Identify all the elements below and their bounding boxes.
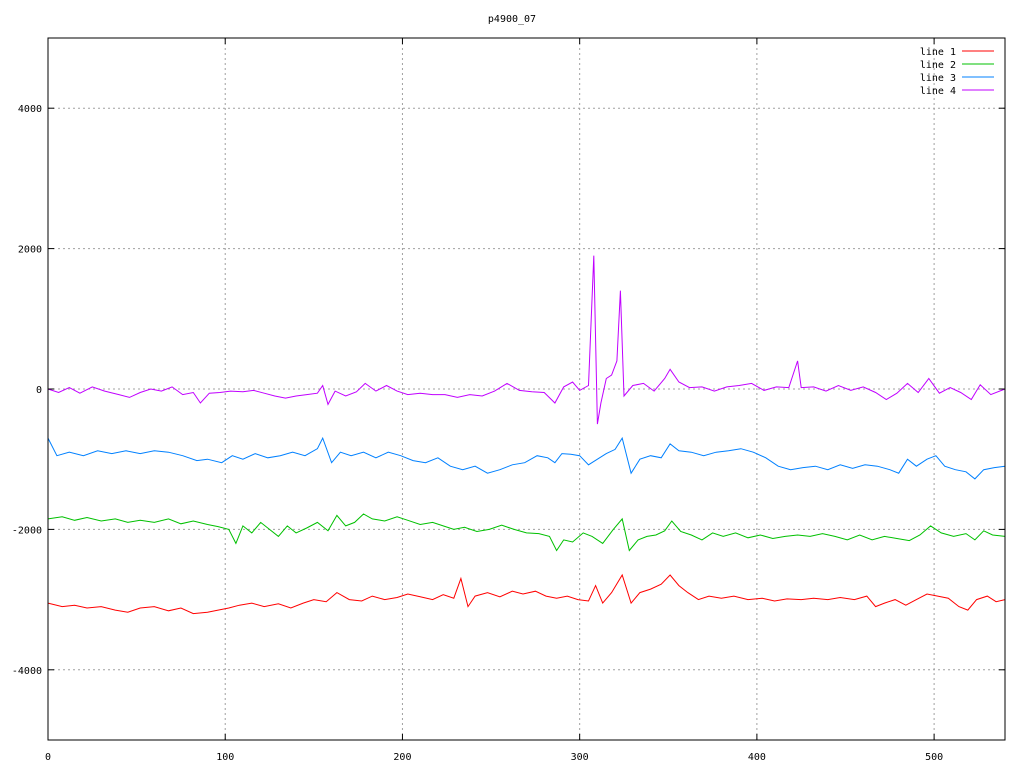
chart-title: p4900_07 [488, 14, 536, 25]
x-tick-label: 100 [216, 752, 234, 763]
plot-frame [47, 37, 1006, 741]
y-tick-label: 0 [36, 385, 42, 396]
series-line-1 [47, 573, 1006, 615]
axis-ticks: 0 100 200 300 400 500 -4000 -2000 0 2000 4000 [12, 38, 1005, 763]
series-line-4 [47, 255, 1006, 425]
legend-label-1: line 1 [920, 47, 956, 58]
y-tick-label: 4000 [18, 104, 42, 115]
y-tick-label: 2000 [18, 245, 42, 256]
legend-label-2: line 2 [920, 60, 956, 71]
x-tick-label: 0 [45, 752, 51, 763]
grid [48, 38, 1005, 740]
series-line-3 [47, 436, 1006, 480]
x-tick-label: 500 [925, 752, 943, 763]
x-tick-label: 300 [571, 752, 589, 763]
y-tick-label: -2000 [12, 525, 42, 536]
x-tick-label: 400 [748, 752, 766, 763]
y-tick-label: -4000 [12, 666, 42, 677]
legend: line 1 line 2 line 3 line 4 [920, 47, 994, 97]
x-tick-label: 200 [393, 752, 411, 763]
series-line-2 [47, 513, 1006, 552]
series-group [47, 255, 1006, 615]
legend-label-3: line 3 [920, 73, 956, 84]
legend-label-4: line 4 [920, 86, 956, 97]
